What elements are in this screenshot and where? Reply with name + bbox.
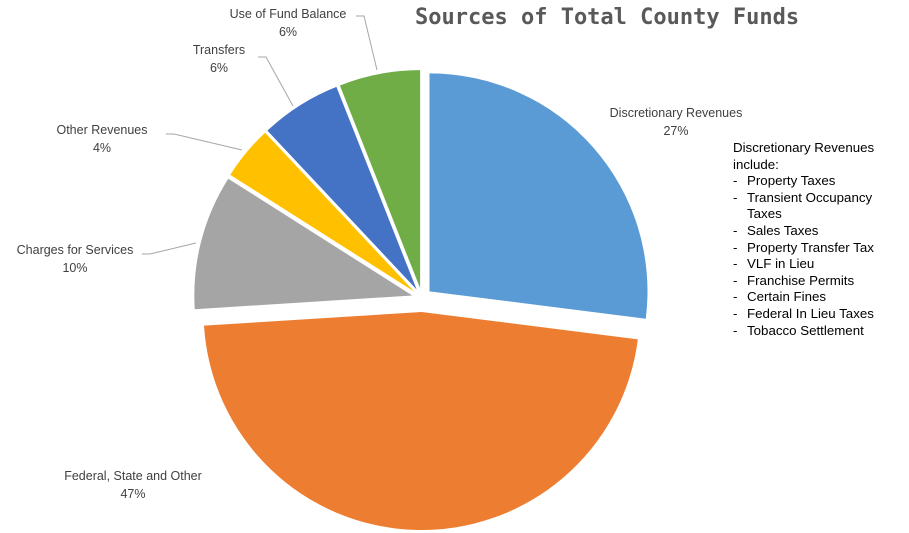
note-list-item: - Federal In Lieu Taxes: [733, 306, 909, 323]
note-list-item: - Certain Fines: [733, 289, 909, 306]
pie-slice: [429, 73, 648, 319]
dash-bullet: -: [733, 256, 738, 272]
dash-bullet: -: [733, 239, 738, 255]
note-list-item: - Property Transfer Tax: [733, 240, 909, 257]
leader-line: [258, 56, 294, 107]
dash-bullet: -: [733, 189, 738, 205]
leader-line: [142, 242, 197, 255]
note-list: - Property Taxes - Transient Occupancy Taxe…: [733, 173, 909, 339]
slice-percent-label: 6%: [279, 25, 297, 39]
discretionary-revenues-note: Discretionary Revenues include: - Propert…: [733, 140, 909, 339]
note-list-item: - Transient Occupancy Taxes: [733, 190, 909, 223]
leader-line: [166, 133, 243, 151]
slice-label: Charges for Services: [17, 243, 134, 257]
slice-percent-label: 10%: [62, 261, 87, 275]
dash-bullet: -: [733, 322, 738, 338]
dash-bullet: -: [733, 222, 738, 238]
dash-bullet: -: [733, 289, 738, 305]
pie-slice: [194, 178, 413, 310]
note-list-item: - Tobacco Settlement: [733, 323, 909, 340]
note-item-text: Sales Taxes: [747, 222, 819, 238]
note-item-text: Federal In Lieu Taxes: [747, 305, 874, 321]
dash-bullet: -: [733, 272, 738, 288]
dash-bullet: -: [733, 305, 738, 321]
note-item-text: Tobacco Settlement: [747, 322, 864, 338]
chart-title: Sources of Total County Funds: [415, 5, 799, 30]
note-item-text: Certain Fines: [747, 289, 827, 305]
pie-slice: [267, 86, 417, 290]
pie-slice: [203, 311, 638, 530]
slice-percent-label: 4%: [93, 141, 111, 155]
note-list-item: - Franchise Permits: [733, 273, 909, 290]
note-list-item: - Sales Taxes: [733, 223, 909, 240]
note-item-text: Franchise Permits: [747, 272, 855, 288]
note-item-text: Transient Occupancy Taxes: [747, 189, 873, 222]
note-item-text: VLF in Lieu: [747, 256, 815, 272]
slice-label: Other Revenues: [56, 123, 147, 137]
slice-percent-label: 47%: [120, 487, 145, 501]
note-list-item: - VLF in Lieu: [733, 256, 909, 273]
slice-percent-label: 6%: [210, 61, 228, 75]
slice-label: Discretionary Revenues: [610, 106, 743, 120]
note-item-text: Property Transfer Tax: [747, 239, 874, 255]
pie-slice: [230, 132, 415, 292]
slice-label: Federal, State and Other: [64, 469, 202, 483]
note-list-item: - Property Taxes: [733, 173, 909, 190]
pie-slice: [339, 70, 421, 289]
leader-line: [356, 15, 378, 71]
slice-label: Transfers: [193, 43, 245, 57]
note-item-text: Property Taxes: [747, 173, 836, 189]
slice-percent-label: 27%: [663, 124, 688, 138]
slice-label: Use of Fund Balance: [230, 7, 347, 21]
dash-bullet: -: [733, 173, 738, 189]
note-heading: Discretionary Revenues include:: [733, 140, 875, 172]
